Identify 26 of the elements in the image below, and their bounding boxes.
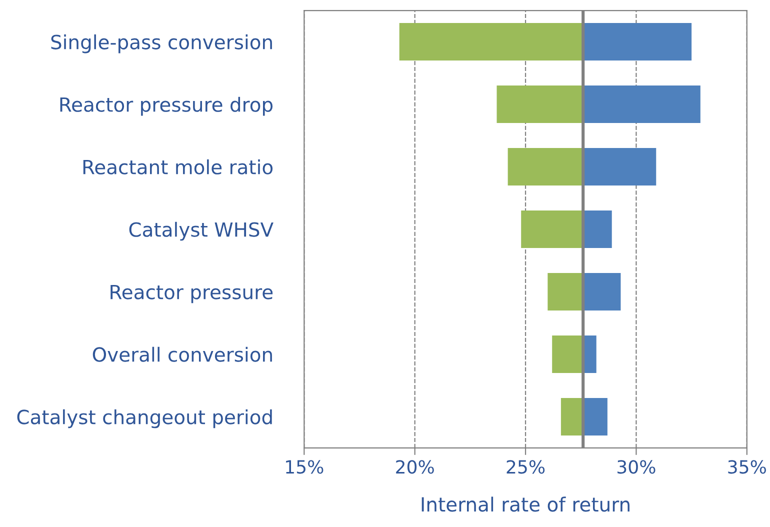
- y-tick-label: Catalyst WHSV: [129, 222, 274, 241]
- bar: [548, 272, 584, 310]
- y-tick-label: Reactor pressure drop: [60, 96, 273, 116]
- x-tick-label: 20%: [396, 460, 434, 474]
- y-tick-label: Reactant mole ratio: [83, 159, 273, 174]
- bar: [583, 86, 700, 124]
- y-tick-label: Overall conversion: [92, 346, 272, 362]
- bar: [583, 23, 692, 61]
- y-tick-label: Single-pass conversion: [51, 34, 272, 54]
- bar: [583, 272, 621, 310]
- bar: [496, 86, 584, 124]
- bar: [521, 210, 584, 248]
- y-tick-label: Reactor pressure: [110, 284, 273, 304]
- bar: [399, 23, 584, 61]
- bar: [583, 398, 608, 436]
- bar: [583, 210, 612, 248]
- x-tick-label: 25%: [506, 460, 545, 474]
- bar: [552, 335, 584, 373]
- x-tick-label: 30%: [618, 460, 656, 474]
- x-axis-title: Internal rate of return: [422, 496, 630, 512]
- x-tick-label: 15%: [286, 460, 324, 474]
- bar: [508, 148, 584, 186]
- x-tick-label: 35%: [728, 460, 766, 474]
- y-tick-label: Catalyst changeout period: [17, 409, 272, 428]
- bar: [560, 398, 584, 436]
- bar: [583, 148, 656, 186]
